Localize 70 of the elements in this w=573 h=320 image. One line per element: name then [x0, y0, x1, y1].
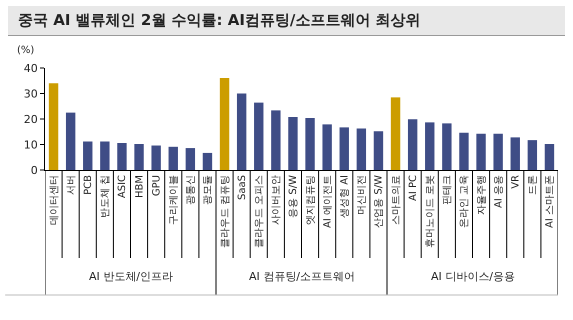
bar	[168, 146, 178, 170]
x-tick-label: 서버	[66, 175, 77, 195]
x-tick-label: 스마트의료	[390, 175, 402, 225]
bar	[340, 127, 349, 170]
x-tick-label: GPU	[151, 175, 162, 196]
bar	[510, 137, 520, 170]
x-tick-label: 엣지컴퓨팅	[305, 175, 316, 225]
x-tick-label: 클라우드 컴퓨팅	[220, 175, 231, 248]
y-tick-label: 30	[24, 87, 38, 100]
bar	[100, 141, 110, 170]
x-tick-label: AI 응용	[493, 175, 504, 208]
y-axis-title: (%)	[17, 45, 34, 56]
y-tick-label: 10	[24, 138, 38, 152]
bar	[220, 78, 230, 170]
x-tick-label: 핀테크	[442, 175, 454, 205]
bar	[202, 152, 212, 170]
bar	[476, 134, 486, 170]
x-tick-label: 휴머노이드 로봇	[425, 175, 436, 248]
x-tick-label: PCB	[83, 174, 94, 195]
bar	[186, 148, 196, 170]
x-tick-label: 데이터센터	[48, 175, 60, 225]
x-tick-label: 생성형 AI	[340, 175, 350, 218]
bar	[408, 119, 418, 170]
bar	[374, 131, 384, 170]
bar	[66, 112, 76, 170]
y-tick-label: 40	[24, 62, 38, 75]
bar	[151, 146, 161, 170]
x-tick-label: AI 에이전트	[322, 175, 334, 228]
bar	[493, 134, 503, 170]
x-tick-label: 드론	[528, 175, 539, 195]
bar	[271, 110, 281, 170]
x-tick-label: AI 스마트폰	[544, 175, 556, 228]
bar	[356, 128, 366, 170]
x-tick-label: 머신비전	[356, 175, 368, 215]
x-tick-label: 자율주행	[476, 175, 488, 215]
text: AI 컴퓨팅/소프트웨어	[249, 270, 355, 283]
x-tick-label: 온라인 교육	[459, 175, 470, 228]
text: AI 디바이스/응용	[431, 270, 515, 283]
bar	[305, 118, 315, 170]
x-tick-label: 광모듈	[202, 175, 214, 205]
bar	[134, 144, 144, 170]
x-tick-label: HBM	[134, 175, 146, 198]
x-tick-label: 반도체 칩	[100, 175, 112, 218]
x-tick-label: 산업용 S/W	[374, 174, 385, 228]
bar	[390, 97, 400, 170]
bar	[83, 141, 92, 170]
bar	[48, 83, 58, 170]
x-tick-label: 응용 S/W	[288, 174, 300, 218]
x-tick-label: AI PC	[408, 174, 419, 201]
chart-title: 중국 AI 밸류체인 2월 수익률: AI컴퓨팅/소프트웨어 최상위	[8, 6, 565, 36]
bar	[425, 122, 434, 170]
bar	[528, 140, 538, 170]
text: AI 반도체/인프라	[89, 270, 173, 283]
y-tick-label: 0	[30, 164, 38, 177]
x-tick-label: 사이버보안	[271, 175, 282, 225]
bar	[288, 116, 298, 170]
bar	[544, 144, 554, 170]
x-tick-label: 구리케이블	[168, 175, 180, 225]
bar	[442, 123, 452, 170]
bar	[254, 102, 264, 170]
bar	[117, 142, 127, 170]
bar	[322, 124, 332, 170]
x-tick-label: 광통신	[186, 175, 197, 205]
y-tick-label: 20	[24, 112, 38, 126]
x-tick-label: VR	[510, 174, 522, 189]
x-tick-label: 클라우드 오피스	[254, 175, 265, 248]
x-tick-label: SaaS	[236, 175, 248, 200]
bar	[236, 94, 246, 170]
bar	[459, 132, 469, 170]
x-tick-label: ASIC	[117, 174, 128, 198]
